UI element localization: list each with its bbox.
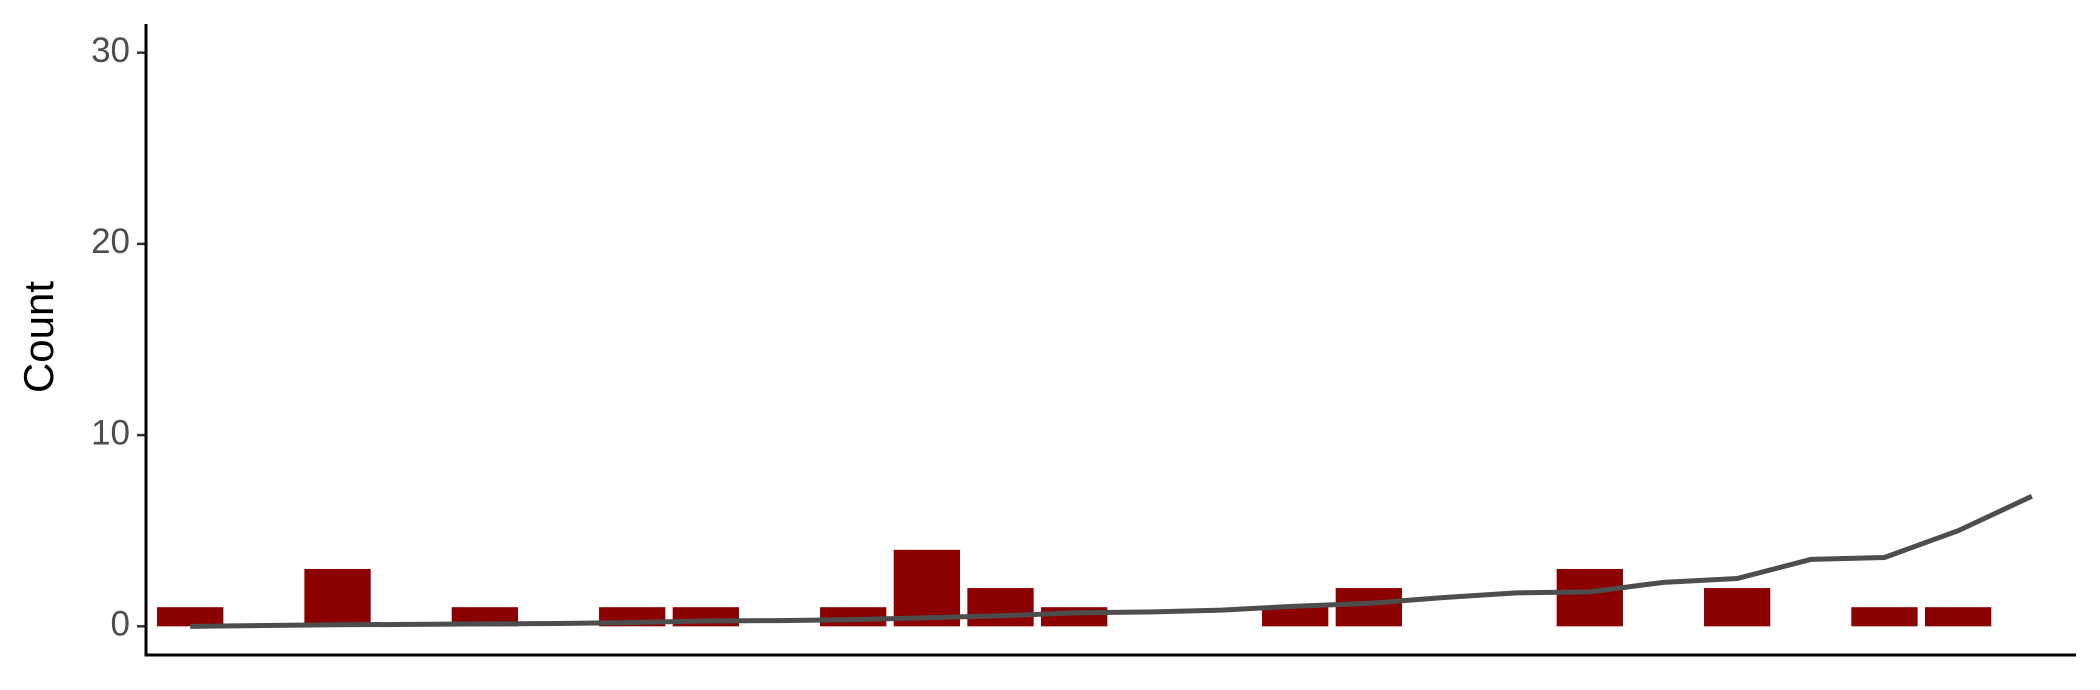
bar — [304, 568, 371, 627]
bar — [1556, 568, 1623, 627]
bar — [1262, 607, 1329, 627]
y-tick-label: 10 — [91, 413, 130, 452]
y-axis-title: Count — [15, 281, 62, 393]
line — [190, 494, 2033, 629]
bar — [1041, 607, 1108, 627]
y-tick-label: 0 — [111, 605, 130, 644]
bar — [967, 588, 1034, 627]
bar — [157, 607, 224, 627]
y-tick-label: 30 — [91, 31, 130, 70]
y-tick-label: 20 — [91, 222, 130, 261]
bar — [1851, 607, 1918, 627]
bar — [893, 549, 960, 627]
bar — [1703, 588, 1771, 627]
bar — [1924, 607, 1992, 627]
bar — [1335, 588, 1402, 627]
